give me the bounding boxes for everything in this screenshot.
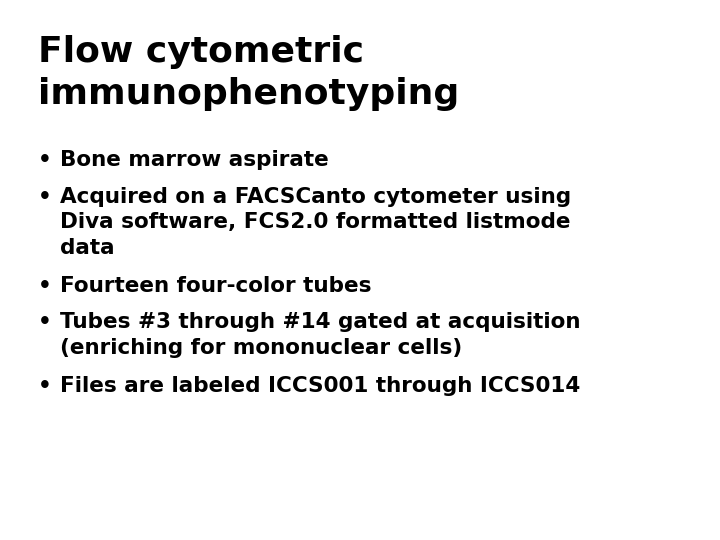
Text: Bone marrow aspirate: Bone marrow aspirate (60, 150, 329, 170)
Text: •: • (38, 375, 52, 395)
Text: Acquired on a FACSCanto cytometer using
Diva software, FCS2.0 formatted listmode: Acquired on a FACSCanto cytometer using … (60, 186, 571, 258)
Text: Tubes #3 through #14 gated at acquisition
(enriching for mononuclear cells): Tubes #3 through #14 gated at acquisitio… (60, 313, 580, 358)
Text: Fourteen four‑color tubes: Fourteen four‑color tubes (60, 276, 372, 296)
Text: Flow cytometric: Flow cytometric (38, 35, 364, 69)
Text: Files are labeled ICCS001 through ICCS014: Files are labeled ICCS001 through ICCS01… (60, 375, 580, 395)
Text: •: • (38, 276, 52, 296)
Text: immunophenotyping: immunophenotyping (38, 77, 459, 111)
Text: •: • (38, 186, 52, 206)
Text: •: • (38, 150, 52, 170)
Text: •: • (38, 313, 52, 333)
